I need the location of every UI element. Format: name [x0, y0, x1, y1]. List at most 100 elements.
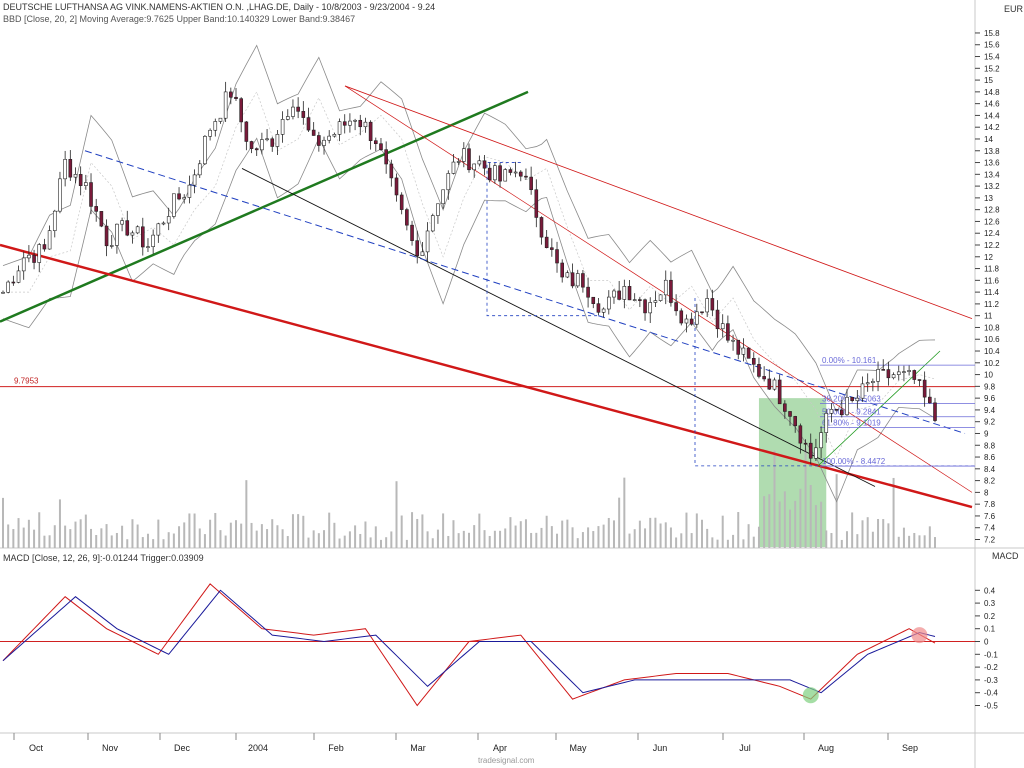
- candle-body: [798, 425, 803, 444]
- candle-body: [52, 210, 57, 231]
- volume-bar: [845, 531, 848, 548]
- candle-body: [643, 299, 647, 314]
- candle-body: [208, 129, 212, 137]
- candle-body: [462, 148, 466, 162]
- volume-bar: [43, 535, 46, 548]
- volume-bar: [576, 538, 579, 548]
- volume-bar: [229, 522, 232, 548]
- candle-body: [617, 290, 621, 300]
- candle-body: [451, 161, 456, 174]
- volume-bar: [607, 517, 610, 548]
- volume-bar: [17, 518, 20, 548]
- candle-body: [109, 245, 114, 247]
- volume-bar: [281, 529, 284, 548]
- candle-body: [487, 167, 492, 181]
- candle-body: [912, 370, 917, 380]
- macd-panel: [0, 583, 975, 707]
- green-rebound-line: [817, 350, 941, 467]
- volume-bar: [499, 530, 502, 548]
- candle-body: [275, 134, 280, 147]
- candle-body: [845, 396, 849, 416]
- volume-bar: [224, 535, 227, 548]
- volume-bar: [690, 533, 693, 548]
- candle-body: [104, 225, 109, 247]
- candle-body: [73, 174, 78, 178]
- month-label: Oct: [29, 743, 44, 753]
- volume-bar: [545, 515, 548, 548]
- candle-body: [146, 246, 150, 248]
- volume-bar: [240, 523, 243, 548]
- candle-body: [472, 163, 476, 171]
- candle-body: [803, 442, 808, 445]
- volume-bar: [752, 536, 755, 548]
- volume-bar: [343, 535, 346, 548]
- macd-tick-label: -0.5: [984, 702, 998, 711]
- candle-body: [187, 184, 192, 198]
- macd-tick-label: 0: [984, 638, 989, 647]
- candle-body: [772, 379, 777, 390]
- candle-body: [751, 358, 756, 365]
- candle-body: [244, 121, 249, 142]
- y-tick-label: 10.6: [984, 335, 1000, 344]
- candle-body: [871, 381, 875, 383]
- candle-body: [265, 138, 269, 141]
- volume-bar: [250, 522, 253, 548]
- volume-bar: [504, 528, 507, 548]
- volume-bar: [53, 525, 56, 548]
- candle-body: [715, 309, 720, 330]
- volume-bar: [286, 536, 289, 548]
- y-tick-label: 13.2: [984, 182, 1000, 191]
- candle-body: [928, 396, 932, 404]
- volume-bar: [488, 535, 491, 548]
- volume-bar: [152, 539, 155, 548]
- volume-bar: [328, 512, 331, 548]
- volume-bar: [395, 481, 398, 548]
- volume-bar: [685, 512, 688, 548]
- candle-body: [177, 193, 181, 200]
- volume-bar: [188, 513, 191, 548]
- y-tick-label: 8.2: [984, 477, 996, 486]
- volume-bar: [892, 477, 895, 548]
- blue-dashed-trend: [84, 150, 966, 434]
- volume-bar: [726, 539, 729, 548]
- candle-body: [658, 294, 663, 301]
- y-tick-label: 15.6: [984, 41, 1000, 50]
- volume-bar: [732, 534, 735, 548]
- candle-body: [550, 247, 554, 250]
- volume-bar: [100, 528, 103, 548]
- volume-bar: [416, 518, 419, 548]
- volume-bar: [913, 532, 916, 548]
- volume-bar: [203, 534, 206, 548]
- downtrend-channel-lower: [0, 243, 973, 509]
- month-label: Aug: [818, 743, 834, 753]
- candle-body: [886, 369, 891, 379]
- volume-bar: [783, 491, 786, 548]
- volume-bar: [918, 535, 921, 548]
- candle-body: [819, 432, 823, 449]
- candle-body: [596, 303, 601, 313]
- candle-body: [218, 117, 223, 122]
- volume-bar: [312, 530, 315, 548]
- macd-tick-label: -0.1: [984, 650, 998, 659]
- y-tick-label: 13: [984, 194, 993, 203]
- candle-body: [627, 286, 632, 301]
- candle-body: [78, 174, 83, 186]
- volume-bar: [172, 533, 175, 548]
- volume-bar: [354, 525, 357, 548]
- trigger-line: [2, 589, 936, 694]
- macd-tick-label: -0.3: [984, 676, 998, 685]
- volume-bar: [411, 512, 414, 548]
- y-tick-label: 14.2: [984, 123, 1000, 132]
- candle-body: [21, 257, 26, 272]
- volume-bar: [447, 535, 450, 548]
- volume-bar: [773, 450, 776, 548]
- candle-body: [689, 318, 694, 325]
- month-label: Mar: [410, 743, 426, 753]
- volume-bar: [141, 537, 144, 548]
- candle-body: [529, 176, 533, 191]
- candle-body: [130, 232, 135, 236]
- candle-body: [384, 149, 388, 165]
- level-label: 9.7953: [14, 377, 39, 386]
- candle-body: [260, 139, 264, 151]
- volume-bar: [58, 499, 61, 548]
